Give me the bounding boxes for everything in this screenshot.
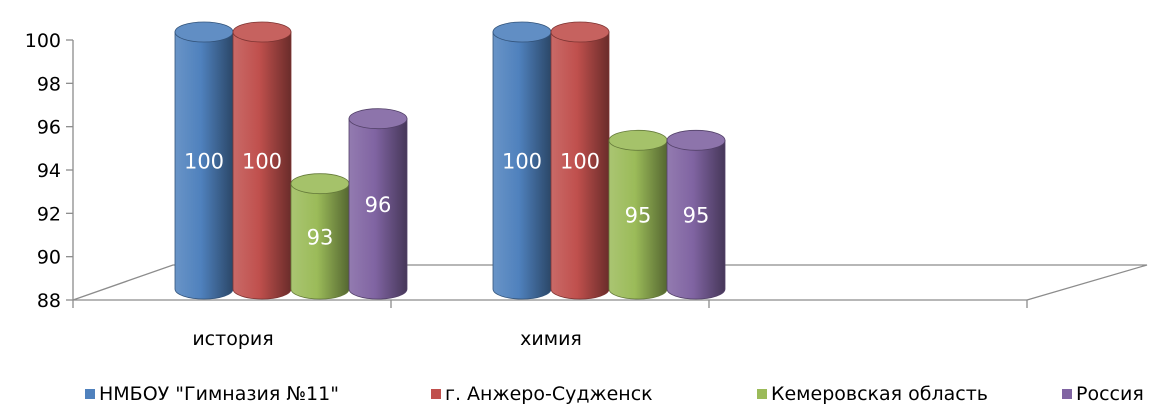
chart-legend: НМБОУ "Гимназия №11" г. Анжеро-Судженск Ке… [85,383,1144,405]
data-label: 100 [184,150,224,174]
bar [608,129,668,300]
legend-swatch [431,389,441,399]
legend-label: г. Анжеро-Судженск [445,383,653,405]
y-tick-label: 98 [37,73,61,95]
legend-item: Россия [1062,383,1144,405]
legend-item: Кемеровская область [757,383,988,405]
bar [174,21,234,300]
legend-label: Кемеровская область [771,383,988,405]
bar [290,173,350,300]
y-tick-label: 94 [37,160,61,182]
legend-label: НМБОУ "Гимназия №11" [99,383,339,405]
legend-item: г. Анжеро-Судженск [431,383,653,405]
bar [550,21,610,300]
bar [666,129,726,300]
data-label: 93 [307,225,334,249]
x-tick-label: химия [520,328,582,350]
y-tick-label: 90 [37,247,61,269]
data-label: 100 [242,150,282,174]
legend-swatch [757,389,767,399]
x-axis-ticks: история химия [72,300,1028,350]
y-tick-label: 88 [37,290,61,312]
legend-swatch [1062,389,1072,399]
chart-bars: 100 100 93 96 100 100 95 95 [174,21,726,300]
legend-label: Россия [1076,383,1144,405]
legend-item: НМБОУ "Гимназия №11" [85,383,339,405]
y-tick-label: 96 [37,117,61,139]
data-label: 95 [683,204,710,228]
legend-swatch [85,389,95,399]
data-label: 100 [502,150,542,174]
bar [348,108,408,300]
x-tick-label: история [192,328,273,350]
y-axis-ticks: 88 90 92 94 96 98 100 [25,30,73,312]
data-label: 95 [625,204,652,228]
bar [492,21,552,300]
y-tick-label: 92 [37,203,61,225]
data-label: 100 [560,150,600,174]
data-label: 96 [365,193,392,217]
bar [232,21,292,300]
y-tick-label: 100 [25,30,61,52]
